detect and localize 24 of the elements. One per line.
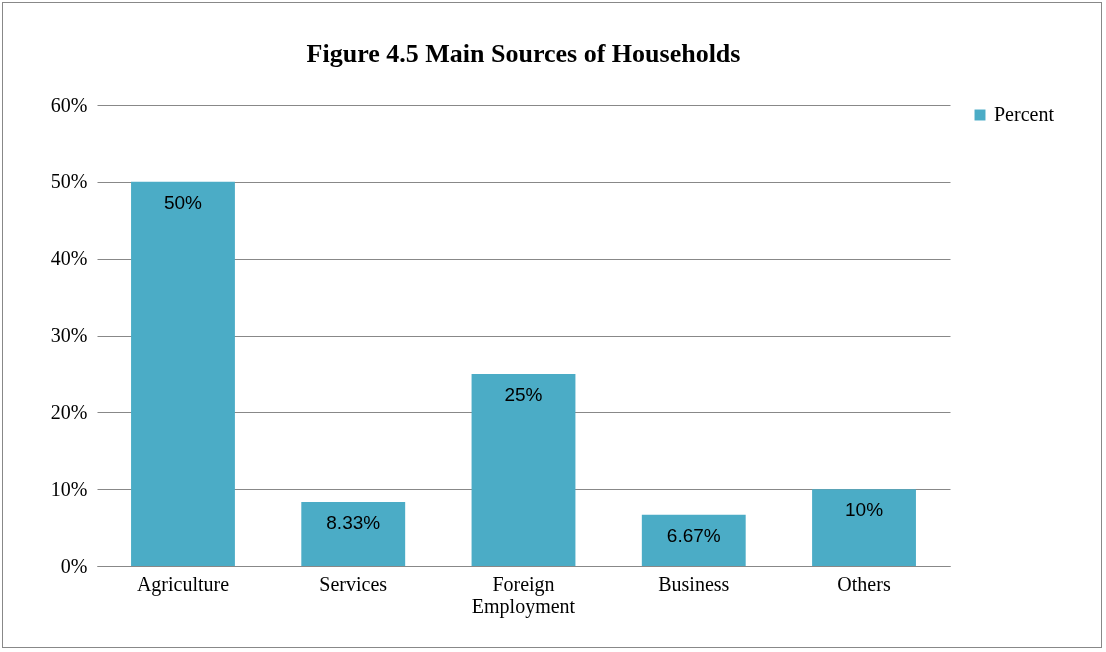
x-tick-label: Services	[319, 572, 388, 595]
data-label: 6.67%	[666, 524, 721, 546]
x-tick-label: Agriculture	[136, 572, 230, 596]
data-label: 25%	[504, 383, 543, 405]
legend-label: Percent	[994, 103, 1055, 125]
data-label: 50%	[163, 191, 203, 213]
chart-title: Figure 4.5 Main Sources of Households	[306, 39, 741, 68]
x-tick-label: Business	[658, 572, 730, 595]
bar	[471, 373, 576, 566]
y-tick-label: 0%	[60, 554, 88, 577]
data-label: 8.33%	[326, 512, 381, 533]
y-tick-label: 20%	[50, 400, 88, 423]
bar	[812, 489, 916, 566]
y-tick-label: 40%	[50, 247, 88, 270]
y-tick-label: 50%	[50, 170, 88, 193]
bar	[301, 502, 406, 566]
bar	[131, 181, 235, 566]
bar	[641, 514, 746, 566]
y-tick-label: 30%	[50, 324, 88, 346]
x-tick-label: Foreign Employment	[471, 572, 576, 618]
y-tick-label: 60%	[50, 93, 88, 116]
x-tick-label: Others	[837, 572, 891, 595]
y-tick-label: 10%	[50, 477, 88, 500]
data-label: 10%	[845, 499, 884, 521]
